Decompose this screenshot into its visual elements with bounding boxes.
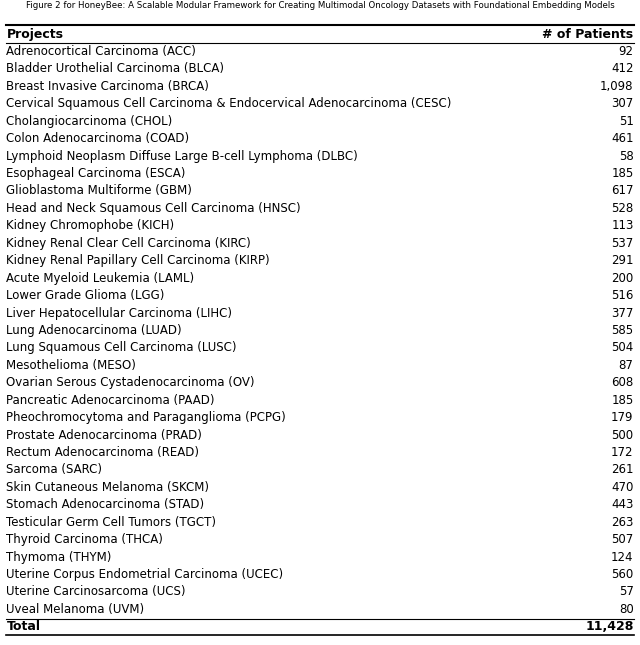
- Text: 291: 291: [611, 254, 634, 267]
- Text: Head and Neck Squamous Cell Carcinoma (HNSC): Head and Neck Squamous Cell Carcinoma (H…: [6, 202, 301, 215]
- Text: 185: 185: [611, 167, 634, 180]
- Text: 1,098: 1,098: [600, 80, 634, 93]
- Text: Esophageal Carcinoma (ESCA): Esophageal Carcinoma (ESCA): [6, 167, 186, 180]
- Text: Cervical Squamous Cell Carcinoma & Endocervical Adenocarcinoma (CESC): Cervical Squamous Cell Carcinoma & Endoc…: [6, 97, 452, 110]
- Text: Prostate Adenocarcinoma (PRAD): Prostate Adenocarcinoma (PRAD): [6, 428, 202, 442]
- Text: Acute Myeloid Leukemia (LAML): Acute Myeloid Leukemia (LAML): [6, 272, 195, 284]
- Text: 11,428: 11,428: [585, 620, 634, 633]
- Text: Total: Total: [6, 620, 40, 633]
- Text: Kidney Renal Clear Cell Carcinoma (KIRC): Kidney Renal Clear Cell Carcinoma (KIRC): [6, 237, 251, 250]
- Text: 179: 179: [611, 411, 634, 424]
- Text: 124: 124: [611, 551, 634, 564]
- Text: 500: 500: [611, 428, 634, 442]
- Text: 58: 58: [619, 150, 634, 163]
- Text: Uterine Carcinosarcoma (UCS): Uterine Carcinosarcoma (UCS): [6, 586, 186, 599]
- Text: Cholangiocarcinoma (CHOL): Cholangiocarcinoma (CHOL): [6, 115, 173, 128]
- Text: 507: 507: [611, 533, 634, 546]
- Text: Stomach Adenocarcinoma (STAD): Stomach Adenocarcinoma (STAD): [6, 498, 205, 511]
- Text: 537: 537: [611, 237, 634, 250]
- Text: 172: 172: [611, 446, 634, 459]
- Text: # of Patients: # of Patients: [543, 28, 634, 41]
- Text: 585: 585: [611, 324, 634, 337]
- Text: Kidney Chromophobe (KICH): Kidney Chromophobe (KICH): [6, 219, 175, 232]
- Text: Thymoma (THYM): Thymoma (THYM): [6, 551, 112, 564]
- Text: 516: 516: [611, 289, 634, 302]
- Text: 87: 87: [619, 359, 634, 372]
- Text: 608: 608: [611, 376, 634, 389]
- Text: Thyroid Carcinoma (THCA): Thyroid Carcinoma (THCA): [6, 533, 163, 546]
- Text: Skin Cutaneous Melanoma (SKCM): Skin Cutaneous Melanoma (SKCM): [6, 481, 209, 494]
- Text: Lymphoid Neoplasm Diffuse Large B-cell Lymphoma (DLBC): Lymphoid Neoplasm Diffuse Large B-cell L…: [6, 150, 358, 163]
- Text: 377: 377: [611, 306, 634, 319]
- Text: Figure 2 for HoneyBee: A Scalable Modular Framework for Creating Multimodal Onco: Figure 2 for HoneyBee: A Scalable Modula…: [26, 1, 614, 10]
- Text: 412: 412: [611, 63, 634, 75]
- Text: 504: 504: [611, 341, 634, 354]
- Text: Kidney Renal Papillary Cell Carcinoma (KIRP): Kidney Renal Papillary Cell Carcinoma (K…: [6, 254, 270, 267]
- Text: Adrenocortical Carcinoma (ACC): Adrenocortical Carcinoma (ACC): [6, 45, 196, 58]
- Text: 200: 200: [611, 272, 634, 284]
- Text: Pancreatic Adenocarcinoma (PAAD): Pancreatic Adenocarcinoma (PAAD): [6, 393, 215, 406]
- Text: 51: 51: [619, 115, 634, 128]
- Text: 617: 617: [611, 184, 634, 197]
- Text: Uterine Corpus Endometrial Carcinoma (UCEC): Uterine Corpus Endometrial Carcinoma (UC…: [6, 568, 284, 581]
- Text: 307: 307: [611, 97, 634, 110]
- Text: Bladder Urothelial Carcinoma (BLCA): Bladder Urothelial Carcinoma (BLCA): [6, 63, 225, 75]
- Text: 261: 261: [611, 463, 634, 477]
- Text: Lung Adenocarcinoma (LUAD): Lung Adenocarcinoma (LUAD): [6, 324, 182, 337]
- Text: 57: 57: [619, 586, 634, 599]
- Text: Lower Grade Glioma (LGG): Lower Grade Glioma (LGG): [6, 289, 164, 302]
- Text: Lung Squamous Cell Carcinoma (LUSC): Lung Squamous Cell Carcinoma (LUSC): [6, 341, 237, 354]
- Text: Pheochromocytoma and Paraganglioma (PCPG): Pheochromocytoma and Paraganglioma (PCPG…: [6, 411, 286, 424]
- Text: Liver Hepatocellular Carcinoma (LIHC): Liver Hepatocellular Carcinoma (LIHC): [6, 306, 232, 319]
- Text: 92: 92: [619, 45, 634, 58]
- Text: Uveal Melanoma (UVM): Uveal Melanoma (UVM): [6, 603, 145, 616]
- Text: Ovarian Serous Cystadenocarcinoma (OV): Ovarian Serous Cystadenocarcinoma (OV): [6, 376, 255, 389]
- Text: 560: 560: [611, 568, 634, 581]
- Text: 185: 185: [611, 393, 634, 406]
- Text: Testicular Germ Cell Tumors (TGCT): Testicular Germ Cell Tumors (TGCT): [6, 516, 216, 529]
- Text: Sarcoma (SARC): Sarcoma (SARC): [6, 463, 102, 477]
- Text: 263: 263: [611, 516, 634, 529]
- Text: 470: 470: [611, 481, 634, 494]
- Text: 528: 528: [611, 202, 634, 215]
- Text: 461: 461: [611, 132, 634, 145]
- Text: 443: 443: [611, 498, 634, 511]
- Text: Rectum Adenocarcinoma (READ): Rectum Adenocarcinoma (READ): [6, 446, 200, 459]
- Text: Mesothelioma (MESO): Mesothelioma (MESO): [6, 359, 136, 372]
- Text: 113: 113: [611, 219, 634, 232]
- Text: Glioblastoma Multiforme (GBM): Glioblastoma Multiforme (GBM): [6, 184, 192, 197]
- Text: Projects: Projects: [6, 28, 63, 41]
- Text: Breast Invasive Carcinoma (BRCA): Breast Invasive Carcinoma (BRCA): [6, 80, 209, 93]
- Text: 80: 80: [619, 603, 634, 616]
- Text: Colon Adenocarcinoma (COAD): Colon Adenocarcinoma (COAD): [6, 132, 189, 145]
